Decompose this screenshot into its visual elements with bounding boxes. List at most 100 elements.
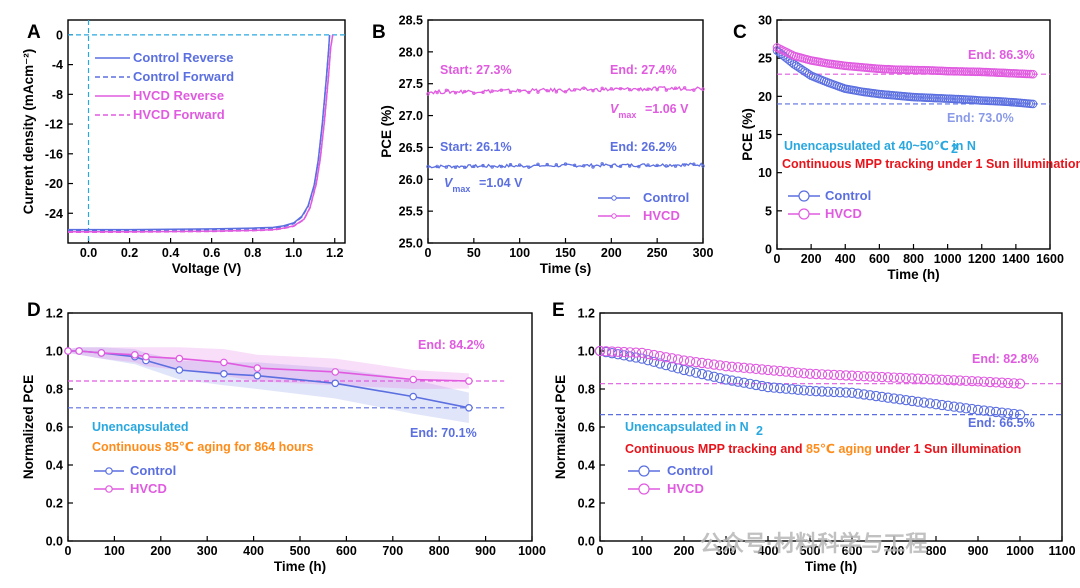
pce-marker — [536, 162, 540, 167]
note-conditions: Unencapsulated — [92, 420, 189, 434]
data-point — [960, 67, 969, 76]
data-point — [962, 67, 972, 76]
pce-marker — [655, 163, 659, 168]
data-point — [973, 67, 982, 77]
data-point — [696, 357, 708, 369]
y-tick-label: 26.0 — [399, 173, 423, 187]
x-tick-label: 50 — [467, 246, 481, 260]
data-point — [846, 387, 858, 398]
y-tick-label: 25.0 — [399, 237, 423, 251]
y-tick-label: -12 — [45, 118, 63, 132]
data-point — [648, 349, 660, 361]
data-point — [924, 66, 933, 75]
data-point — [253, 364, 262, 372]
pce-marker — [563, 89, 568, 94]
legend-label: Control — [130, 463, 176, 478]
data-point — [253, 371, 262, 380]
pce-marker — [701, 164, 705, 168]
data-point — [800, 67, 810, 76]
data-point — [990, 377, 1002, 388]
pce-trace-0 — [427, 162, 704, 169]
hvcd-vmax-value: =1.06 V — [645, 102, 689, 116]
data-point — [882, 372, 894, 383]
legend-marker — [798, 208, 810, 220]
data-point — [810, 386, 822, 397]
data-point — [911, 65, 920, 75]
y-tick-label: 0.2 — [578, 497, 595, 511]
y-tick-label: -4 — [52, 58, 63, 72]
pce-marker — [646, 163, 650, 167]
pce-marker — [517, 163, 522, 167]
x-tick-label: 300 — [693, 246, 714, 260]
data-point — [702, 358, 714, 369]
x-axis-label: Time (h) — [274, 559, 326, 574]
data-point — [684, 356, 696, 367]
plot-frame — [67, 19, 346, 244]
data-point — [966, 67, 976, 76]
pce-marker — [701, 87, 705, 91]
x-tick-label: 200 — [150, 544, 171, 558]
data-point — [846, 370, 858, 381]
data-point — [913, 65, 923, 75]
pce-marker — [499, 88, 504, 92]
x-tick-label: 1100 — [1048, 544, 1075, 558]
pce-marker — [609, 87, 614, 91]
pce-marker — [682, 163, 687, 167]
data-point — [618, 350, 630, 361]
x-tick-label: 800 — [903, 252, 924, 266]
data-point — [612, 346, 624, 357]
legend-label: HVCD — [667, 481, 704, 496]
pce-marker — [444, 165, 449, 169]
data-point — [708, 359, 720, 370]
legend-marker — [638, 483, 650, 495]
text-span: V — [444, 176, 454, 190]
data-point — [726, 375, 738, 386]
text-span: max — [618, 110, 636, 120]
pce-marker — [591, 165, 595, 169]
data-point — [898, 65, 908, 75]
y-tick-label: 0.0 — [578, 535, 595, 549]
panel-label: E — [552, 300, 565, 321]
data-point — [1014, 378, 1026, 389]
x-tick-label: 0 — [774, 252, 781, 266]
pce-marker — [682, 86, 687, 90]
data-point — [949, 66, 959, 76]
hvcd-end-label: End: 84.2% — [418, 338, 485, 352]
pce-marker — [435, 164, 439, 169]
data-point — [924, 374, 936, 385]
data-point — [612, 349, 624, 360]
data-point — [971, 67, 980, 77]
data-point — [798, 65, 807, 75]
control-end-label: End: 73.0% — [947, 111, 1014, 125]
data-point — [702, 370, 714, 381]
data-point — [951, 67, 961, 76]
pce-marker — [673, 164, 678, 168]
data-point — [996, 377, 1008, 388]
x-tick-label: 1.0 — [285, 246, 302, 260]
data-point — [786, 384, 798, 395]
y-axis-label: Normalized PCE — [21, 375, 36, 479]
data-point — [220, 369, 228, 378]
jv-curve-1 — [68, 34, 331, 232]
data-point — [768, 365, 780, 376]
data-point — [720, 361, 732, 372]
data-point — [828, 386, 840, 398]
data-point — [1028, 99, 1038, 109]
pce-marker — [545, 162, 549, 167]
data-point — [954, 375, 966, 386]
pce-marker — [517, 89, 522, 93]
data-point — [834, 370, 846, 381]
x-tick-label: 250 — [647, 246, 668, 260]
data-point — [936, 399, 948, 411]
data-point — [968, 67, 978, 77]
x-tick-label: 600 — [336, 544, 357, 558]
pce-marker — [554, 90, 559, 94]
y-tick-label: 1.0 — [46, 345, 63, 359]
data-point — [828, 369, 840, 381]
hvcd-vmax-label: Vmax — [610, 102, 636, 120]
data-point — [789, 59, 799, 69]
data-point — [953, 67, 963, 76]
y-tick-label: 27.5 — [399, 77, 423, 91]
legend-label: HVCD Forward — [133, 107, 225, 122]
data-point — [175, 366, 184, 374]
